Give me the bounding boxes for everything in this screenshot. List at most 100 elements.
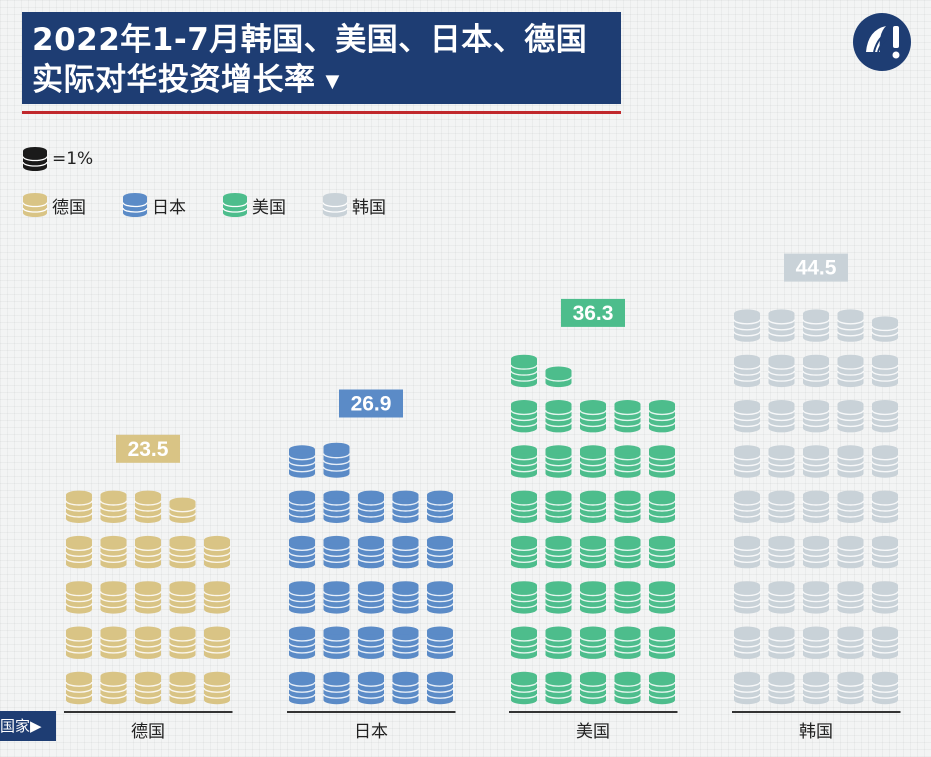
coin-stack (391, 535, 420, 569)
coin-stack (802, 490, 830, 523)
coin-stack (322, 535, 351, 569)
title-dropdown-arrow[interactable]: ▼ (325, 71, 340, 92)
category-label-germany: 德国 (131, 722, 165, 742)
coin-stack (802, 400, 830, 433)
coin-stack (426, 490, 454, 523)
legend-label-japan: 日本 (152, 197, 186, 218)
coin-stack (168, 535, 197, 569)
legend-item-usa: 美国 (222, 192, 286, 218)
coin-stack (510, 490, 538, 523)
value-label-bg-germany (116, 434, 180, 463)
title-underline (22, 111, 621, 114)
coin-stack (322, 581, 351, 614)
coin-stack (510, 626, 538, 659)
coin-stack (871, 671, 899, 705)
coin-stack (733, 490, 761, 523)
coin-stack (510, 581, 538, 614)
coin-stack (65, 535, 93, 569)
coin-stack (648, 671, 676, 705)
coin-stack (802, 671, 830, 705)
coin-stack (288, 626, 316, 659)
coin-stack (767, 581, 796, 614)
coin-stack (871, 445, 899, 478)
coin-stack (767, 671, 796, 705)
coin-stack (613, 626, 642, 659)
legend-item-korea: 韩国 (322, 192, 386, 218)
series-japan (288, 442, 454, 705)
coin-stack (134, 626, 162, 659)
coin-stack (733, 400, 761, 433)
coin-stack (391, 671, 420, 705)
coin-stack (544, 400, 573, 433)
coin-stack (510, 535, 538, 569)
legend-label-korea: 韩国 (352, 197, 386, 218)
coin-stack (510, 445, 538, 478)
legend-item-japan: 日本 (122, 192, 186, 218)
value-label-japan: 26.9 (351, 393, 392, 416)
coin-stack (579, 535, 607, 569)
coin-stack (203, 626, 231, 659)
coin-stack (767, 490, 796, 523)
coin-stack (65, 490, 93, 523)
coin-stack-partial (322, 442, 351, 478)
coin-stack (134, 671, 162, 705)
title-line-2: 实际对华投资增长率 ▼ (32, 60, 621, 102)
coin-stack-partial (168, 497, 197, 523)
coin-stack (836, 400, 865, 433)
coin-stack (613, 581, 642, 614)
coin-stack (322, 671, 351, 705)
coin-stack (510, 354, 538, 388)
coin-stack-icon (122, 193, 148, 217)
coin-stack (613, 671, 642, 705)
value-label-germany: 23.5 (128, 438, 169, 461)
coin-stack-icon (222, 193, 248, 217)
category-label-usa: 美国 (576, 722, 610, 742)
legend-unit-label: =1% (52, 149, 94, 169)
coin-stack (767, 354, 796, 388)
title-line-1: 2022年1-7月韩国、美国、日本、德国 (32, 22, 588, 58)
coin-stack (288, 445, 316, 478)
coin-stack (648, 490, 676, 523)
coin-stack (544, 581, 573, 614)
coin-stack (836, 445, 865, 478)
coin-stack (802, 354, 830, 388)
value-label-bg-korea (784, 253, 848, 282)
coin-stack (357, 581, 385, 614)
coin-stack (871, 400, 899, 433)
legend-label-germany: 德国 (52, 197, 86, 218)
coin-stack (871, 535, 899, 569)
coin-stack (802, 535, 830, 569)
value-label-bg-usa (561, 298, 625, 327)
coin-stack (836, 671, 865, 705)
series-korea (733, 309, 899, 705)
coin-stack (733, 445, 761, 478)
coin-stack (871, 581, 899, 614)
coin-stack (836, 354, 865, 388)
coin-stack (134, 535, 162, 569)
coin-stack (871, 490, 899, 523)
coin-stack (544, 626, 573, 659)
coin-stack (288, 535, 316, 569)
coin-stack (802, 581, 830, 614)
x-axis-tag[interactable]: 国家▶ (0, 711, 56, 741)
coin-stack (648, 535, 676, 569)
category-label-korea: 韩国 (799, 722, 833, 742)
coin-stack (168, 626, 197, 659)
coin-stack (99, 490, 128, 523)
coin-stack (613, 535, 642, 569)
coin-stack (648, 581, 676, 614)
coin-stack (426, 581, 454, 614)
title-box: 2022年1-7月韩国、美国、日本、德国 实际对华投资增长率 ▼ (22, 12, 621, 104)
coin-stack (579, 400, 607, 433)
coin-stack (733, 581, 761, 614)
coin-stack (65, 626, 93, 659)
coin-stack-partial (544, 366, 573, 388)
coin-stack (391, 490, 420, 523)
coin-stack (836, 309, 865, 342)
coin-stack (391, 626, 420, 659)
coin-stack (288, 490, 316, 523)
coin-stack (767, 535, 796, 569)
coin-stack-icon (322, 193, 348, 217)
legend-item-germany: 德国 (22, 192, 86, 218)
